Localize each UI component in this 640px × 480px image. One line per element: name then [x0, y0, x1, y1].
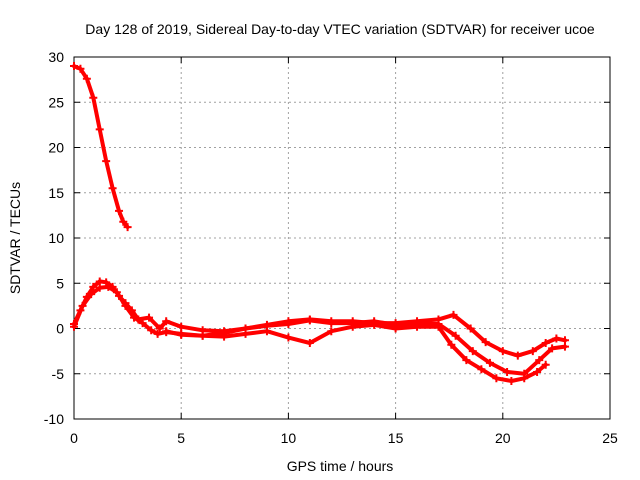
- data-point: [119, 217, 128, 226]
- data-point: [162, 327, 171, 336]
- data-point: [155, 324, 164, 333]
- data-point: [498, 347, 507, 356]
- data-point: [95, 283, 104, 292]
- data-point: [462, 356, 471, 365]
- y-axis-label: SDTVAR / TECUs: [7, 182, 23, 294]
- data-point: [533, 367, 542, 376]
- data-point: [70, 322, 78, 331]
- data-point: [447, 340, 456, 349]
- data-series-group: [70, 62, 569, 385]
- data-point: [449, 310, 458, 319]
- data-point: [102, 278, 111, 287]
- data-point: [78, 301, 87, 310]
- y-tick-label: 15: [48, 185, 64, 201]
- data-point: [466, 324, 475, 333]
- data-point: [413, 322, 422, 331]
- data-point: [70, 62, 78, 71]
- data-point: [348, 322, 357, 331]
- data-point: [284, 319, 293, 328]
- data-point: [305, 316, 314, 325]
- data-point: [548, 344, 557, 353]
- axis-ticks: [73, 56, 611, 420]
- data-point: [123, 223, 132, 232]
- series-track-b: [70, 282, 569, 378]
- data-point: [153, 329, 162, 338]
- x-axis-tick-labels: 0 5 10 15 20 25: [70, 430, 618, 446]
- data-point: [468, 347, 477, 356]
- series-track-a: [70, 277, 569, 360]
- data-point: [560, 342, 569, 351]
- x-axis-label: GPS time / hours: [287, 458, 394, 474]
- y-tick-label: 25: [48, 94, 64, 110]
- data-point: [327, 327, 336, 336]
- data-point: [147, 326, 156, 335]
- y-tick-label: 10: [48, 230, 64, 246]
- grid-lines: [74, 57, 610, 419]
- x-tick-label: 20: [495, 430, 511, 446]
- x-tick-label: 10: [281, 430, 297, 446]
- data-point: [541, 338, 550, 347]
- series-line-track-c: [164, 322, 548, 383]
- data-point: [112, 288, 121, 297]
- data-point: [481, 338, 490, 347]
- series-track-c: [162, 320, 550, 385]
- data-point: [552, 334, 561, 343]
- data-point: [82, 74, 91, 83]
- data-point: [241, 329, 250, 338]
- data-point: [115, 206, 124, 215]
- y-tick-label: 30: [48, 49, 64, 65]
- data-point: [541, 360, 550, 369]
- data-point: [104, 282, 113, 291]
- data-point: [138, 319, 147, 328]
- data-point: [513, 351, 522, 360]
- data-point: [492, 374, 501, 383]
- data-point: [477, 365, 486, 374]
- data-point: [520, 374, 529, 383]
- data-point: [76, 64, 85, 73]
- data-point: [535, 356, 544, 365]
- y-tick-label: 0: [56, 321, 64, 337]
- data-point: [102, 157, 111, 166]
- data-point: [130, 313, 139, 322]
- data-point: [451, 331, 460, 340]
- data-point: [220, 332, 229, 341]
- data-point: [95, 125, 104, 134]
- x-tick-label: 0: [70, 430, 78, 446]
- data-point: [305, 338, 314, 347]
- data-point: [434, 322, 443, 331]
- data-point: [327, 319, 336, 328]
- data-point: [108, 184, 117, 193]
- series-line-steep-decay: [72, 64, 130, 230]
- series-steep-decay: [70, 62, 132, 232]
- data-point: [177, 330, 186, 339]
- data-point: [507, 376, 516, 385]
- data-point: [198, 331, 207, 340]
- y-tick-label: 20: [48, 140, 64, 156]
- x-tick-label: 15: [388, 430, 404, 446]
- data-point: [121, 301, 130, 310]
- y-tick-label: -5: [52, 366, 65, 382]
- data-point: [370, 320, 379, 329]
- y-tick-label: 5: [56, 275, 64, 291]
- chart-title: Day 128 of 2019, Sidereal Day-to-day VTE…: [85, 21, 595, 37]
- x-tick-label: 5: [177, 430, 185, 446]
- x-tick-label: 25: [602, 430, 618, 446]
- data-point: [89, 93, 98, 102]
- data-point: [162, 317, 171, 326]
- data-point: [503, 367, 512, 376]
- data-point: [262, 327, 271, 336]
- data-point: [284, 333, 293, 342]
- data-point: [87, 290, 96, 299]
- data-point: [145, 313, 154, 322]
- y-tick-label: -10: [44, 411, 64, 427]
- data-point: [485, 358, 494, 367]
- data-point: [528, 347, 537, 356]
- data-point: [391, 324, 400, 333]
- data-point: [177, 322, 186, 331]
- y-axis-tick-labels: -10 -5 0 5 10 15 20 25 30: [44, 49, 64, 427]
